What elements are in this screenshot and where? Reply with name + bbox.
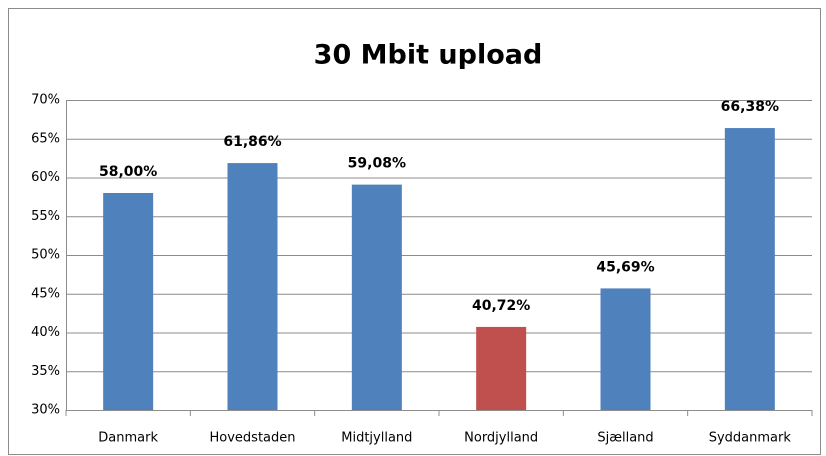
value-label: 58,00% bbox=[99, 164, 157, 180]
y-tick-label: 50% bbox=[31, 248, 60, 263]
y-tick-label: 70% bbox=[31, 93, 60, 108]
y-tick-label: 55% bbox=[31, 209, 60, 224]
value-label: 59,08% bbox=[348, 156, 406, 172]
bar bbox=[600, 288, 651, 410]
bar bbox=[227, 163, 278, 410]
value-label: 61,86% bbox=[223, 134, 281, 150]
y-tick-label: 30% bbox=[31, 403, 60, 418]
bar bbox=[476, 326, 527, 410]
bar bbox=[724, 128, 775, 410]
y-tick-label: 65% bbox=[31, 131, 60, 146]
y-tick-label: 45% bbox=[31, 286, 60, 301]
x-tick-label: Hovedstaden bbox=[210, 431, 296, 446]
x-tick-label: Nordjylland bbox=[464, 431, 538, 446]
y-tick-label: 60% bbox=[31, 170, 60, 185]
value-label: 66,38% bbox=[721, 99, 779, 115]
x-tick-label: Danmark bbox=[98, 431, 158, 446]
x-tick-label: Syddanmark bbox=[709, 431, 792, 446]
bar bbox=[351, 184, 402, 410]
y-tick-label: 35% bbox=[31, 364, 60, 379]
chart-title: 30 Mbit upload bbox=[314, 40, 543, 71]
x-tick-label: Sjælland bbox=[597, 431, 653, 446]
bar bbox=[103, 193, 154, 410]
value-label: 40,72% bbox=[472, 298, 530, 314]
y-tick-label: 40% bbox=[31, 325, 60, 340]
x-tick-label: Midtjylland bbox=[341, 431, 412, 446]
value-label: 45,69% bbox=[596, 259, 654, 275]
